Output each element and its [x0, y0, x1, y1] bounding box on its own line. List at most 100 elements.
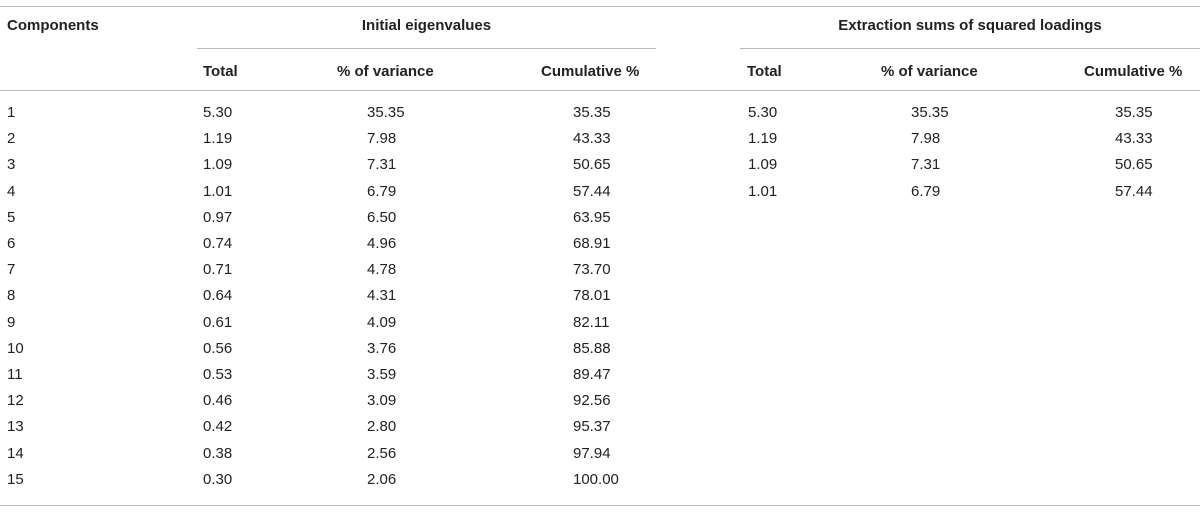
cell-variance-initial: 35.35 [367, 104, 405, 121]
cell-total-initial: 1.19 [203, 130, 233, 148]
cell-total-extraction: 5.30 [748, 104, 778, 121]
cell-component: 8 [7, 287, 16, 305]
cell-total-initial: 0.38 [203, 444, 233, 462]
cell-total-initial: 1.09 [203, 156, 233, 174]
cell-cumulative-initial: 50.65 [573, 156, 611, 174]
cell-variance-initial: 3.76 [367, 339, 397, 357]
extraction-sums-header: Extraction sums of squared loadings [838, 17, 1102, 34]
cell-cumulative-initial: 97.94 [573, 444, 611, 462]
cell-component: 12 [7, 392, 24, 410]
table-row: 15 0.30 2.06 100.00 [0, 471, 1200, 497]
table-row: 3 1.09 7.31 50.65 1.09 7.31 50.65 [0, 156, 1200, 182]
cell-total-initial: 5.30 [203, 104, 233, 121]
cell-variance-initial: 4.78 [367, 261, 397, 279]
cell-component: 9 [7, 313, 16, 331]
table-row: 14 0.38 2.56 97.94 [0, 445, 1200, 471]
cell-component: 2 [7, 130, 16, 148]
sub-header-variance-initial: % of variance [337, 63, 434, 80]
table-row: 6 0.74 4.96 68.91 [0, 235, 1200, 261]
cell-variance-initial: 3.59 [367, 366, 397, 383]
cell-component: 4 [7, 182, 16, 200]
table-row: 9 0.61 4.09 82.11 [0, 314, 1200, 340]
cell-variance-initial: 2.80 [367, 418, 397, 436]
table-row: 1 5.30 35.35 35.35 5.30 35.35 35.35 [0, 104, 1200, 130]
cell-cumulative-initial: 78.01 [573, 287, 611, 305]
table-row: 7 0.71 4.78 73.70 [0, 261, 1200, 287]
table-row: 10 0.56 3.76 85.88 [0, 340, 1200, 366]
table-row: 4 1.01 6.79 57.44 1.01 6.79 57.44 [0, 183, 1200, 209]
cell-variance-extraction: 7.31 [911, 156, 941, 174]
cell-total-initial: 0.46 [203, 392, 233, 410]
cell-cumulative-initial: 92.56 [573, 392, 611, 410]
cell-component: 6 [7, 235, 16, 252]
cell-cumulative-extraction: 43.33 [1115, 130, 1153, 148]
cell-variance-initial: 7.98 [367, 130, 397, 148]
table-top-rule [0, 6, 1200, 7]
cell-component: 5 [7, 208, 16, 226]
cell-total-initial: 0.42 [203, 418, 233, 436]
cell-cumulative-initial: 57.44 [573, 182, 611, 200]
cell-cumulative-initial: 95.37 [573, 418, 611, 436]
sub-header-cumulative-extraction: Cumulative % [1084, 63, 1183, 80]
header-bottom-rule [0, 90, 1200, 91]
cell-total-initial: 1.01 [203, 182, 233, 200]
table-row: 8 0.64 4.31 78.01 [0, 287, 1200, 313]
cell-variance-initial: 6.50 [367, 208, 397, 226]
cell-cumulative-extraction: 50.65 [1115, 156, 1153, 174]
cell-cumulative-initial: 43.33 [573, 130, 611, 148]
cell-total-initial: 0.97 [203, 208, 233, 226]
cell-variance-initial: 3.09 [367, 392, 397, 410]
cell-total-extraction: 1.09 [748, 156, 778, 174]
cell-component: 11 [7, 366, 23, 383]
cell-component: 15 [7, 470, 24, 488]
cell-component: 13 [7, 418, 24, 436]
cell-variance-extraction: 35.35 [911, 104, 949, 121]
cell-variance-extraction: 7.98 [911, 130, 941, 148]
cell-total-extraction: 1.01 [748, 182, 778, 200]
cell-total-initial: 0.71 [203, 261, 233, 279]
table-bottom-rule [0, 505, 1200, 506]
cell-component: 3 [7, 156, 16, 174]
cell-cumulative-initial: 73.70 [573, 261, 611, 279]
cell-cumulative-initial: 89.47 [573, 366, 611, 383]
cell-variance-initial: 7.31 [367, 156, 397, 174]
cell-variance-initial: 6.79 [367, 182, 397, 200]
cell-variance-initial: 4.96 [367, 235, 397, 252]
table-row: 2 1.19 7.98 43.33 1.19 7.98 43.33 [0, 130, 1200, 156]
table-row: 12 0.46 3.09 92.56 [0, 392, 1200, 418]
extraction-sums-rule [740, 48, 1200, 49]
sub-header-variance-extraction: % of variance [881, 63, 978, 80]
cell-cumulative-initial: 82.11 [573, 313, 610, 331]
cell-total-initial: 0.56 [203, 339, 233, 357]
sub-header-cumulative-initial: Cumulative % [541, 63, 640, 80]
table-row: 5 0.97 6.50 63.95 [0, 209, 1200, 235]
cell-cumulative-initial: 63.95 [573, 208, 611, 226]
table-row: 13 0.42 2.80 95.37 [0, 418, 1200, 444]
sub-header-total-initial: Total [203, 63, 238, 80]
cell-variance-initial: 4.31 [367, 287, 397, 305]
cell-variance-initial: 2.56 [367, 444, 397, 462]
cell-component: 1 [7, 104, 16, 121]
initial-eigenvalues-rule [197, 48, 656, 49]
cell-cumulative-initial: 68.91 [573, 235, 611, 252]
cell-total-initial: 0.74 [203, 235, 233, 252]
cell-cumulative-extraction: 35.35 [1115, 104, 1153, 121]
table-row: 11 0.53 3.59 89.47 [0, 366, 1200, 392]
initial-eigenvalues-header: Initial eigenvalues [361, 17, 492, 34]
cell-component: 14 [7, 444, 24, 462]
cell-total-initial: 0.61 [203, 313, 233, 331]
cell-variance-extraction: 6.79 [911, 182, 941, 200]
cell-total-extraction: 1.19 [748, 130, 778, 148]
cell-total-initial: 0.64 [203, 287, 233, 305]
cell-variance-initial: 2.06 [367, 470, 397, 488]
cell-total-initial: 0.53 [203, 366, 233, 383]
cell-component: 10 [7, 339, 24, 357]
cell-cumulative-initial: 35.35 [573, 104, 611, 121]
cell-cumulative-initial: 85.88 [573, 339, 611, 357]
cell-cumulative-initial: 100.00 [573, 470, 619, 488]
sub-header-total-extraction: Total [747, 63, 782, 80]
cell-variance-initial: 4.09 [367, 313, 397, 331]
cell-component: 7 [7, 261, 16, 279]
cell-total-initial: 0.30 [203, 470, 233, 488]
